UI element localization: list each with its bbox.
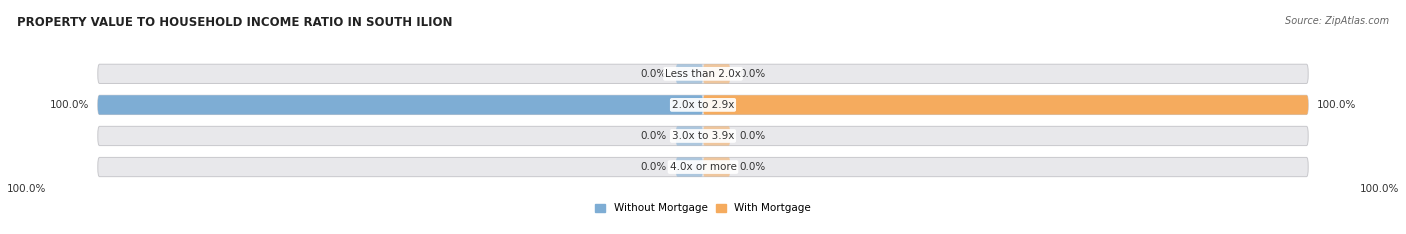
FancyBboxPatch shape: [98, 95, 703, 114]
Text: 0.0%: 0.0%: [641, 131, 666, 141]
Text: 100.0%: 100.0%: [1360, 184, 1399, 194]
FancyBboxPatch shape: [703, 126, 730, 146]
Text: 4.0x or more: 4.0x or more: [669, 162, 737, 172]
FancyBboxPatch shape: [98, 157, 1308, 177]
FancyBboxPatch shape: [676, 64, 703, 84]
FancyBboxPatch shape: [703, 95, 1308, 114]
Text: 3.0x to 3.9x: 3.0x to 3.9x: [672, 131, 734, 141]
Text: 2.0x to 2.9x: 2.0x to 2.9x: [672, 100, 734, 110]
Text: 0.0%: 0.0%: [740, 69, 765, 79]
Legend: Without Mortgage, With Mortgage: Without Mortgage, With Mortgage: [591, 199, 815, 218]
Text: 100.0%: 100.0%: [7, 184, 46, 194]
Text: 100.0%: 100.0%: [49, 100, 89, 110]
FancyBboxPatch shape: [98, 64, 1308, 84]
FancyBboxPatch shape: [676, 157, 703, 177]
Text: 100.0%: 100.0%: [1317, 100, 1357, 110]
Text: 0.0%: 0.0%: [740, 131, 765, 141]
FancyBboxPatch shape: [676, 126, 703, 146]
Text: 0.0%: 0.0%: [641, 69, 666, 79]
FancyBboxPatch shape: [703, 157, 730, 177]
FancyBboxPatch shape: [98, 126, 1308, 146]
Text: Less than 2.0x: Less than 2.0x: [665, 69, 741, 79]
FancyBboxPatch shape: [98, 95, 1308, 114]
Text: PROPERTY VALUE TO HOUSEHOLD INCOME RATIO IN SOUTH ILION: PROPERTY VALUE TO HOUSEHOLD INCOME RATIO…: [17, 16, 453, 29]
Text: 0.0%: 0.0%: [740, 162, 765, 172]
Text: Source: ZipAtlas.com: Source: ZipAtlas.com: [1285, 16, 1389, 26]
Text: 0.0%: 0.0%: [641, 162, 666, 172]
FancyBboxPatch shape: [703, 64, 730, 84]
